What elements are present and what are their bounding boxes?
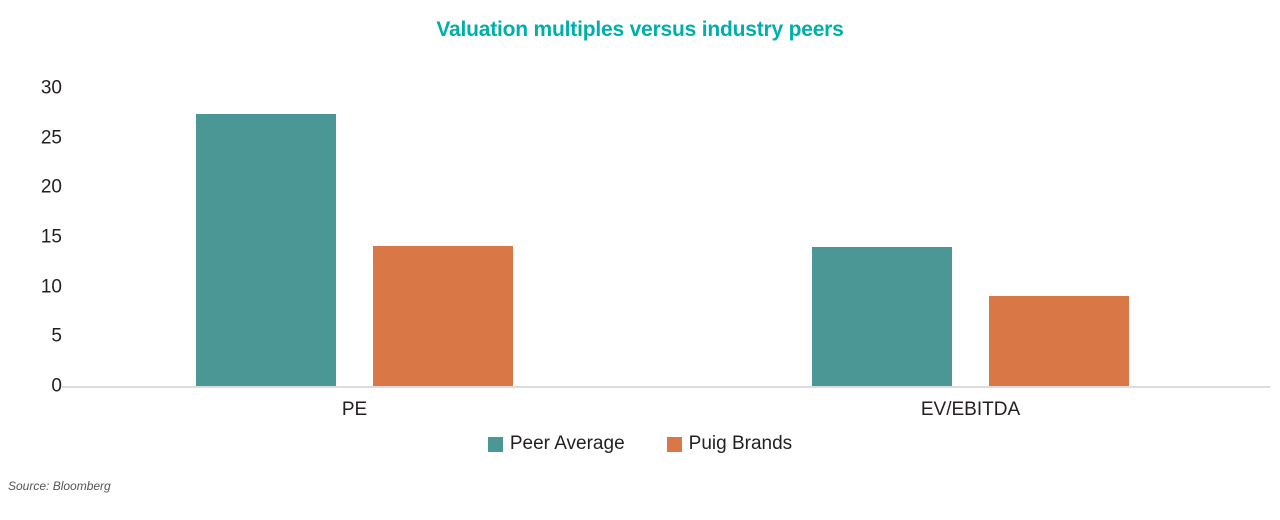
legend-swatch-icon [487,436,503,452]
y-axis-tick-label: 25 [40,127,62,149]
bar-peer-average-pe [196,113,336,386]
bars-layer [196,113,1129,386]
x-axis-tick-label: EV/EBITDA [920,399,1021,420]
legend-item-label: Peer Average [509,433,625,454]
y-axis-tick-label: 30 [40,77,62,99]
legend-swatch-icon [666,436,682,452]
legend-item-peer-average[interactable]: Peer Average [487,433,625,455]
y-axis-tick-label: 20 [40,176,62,198]
chart-legend: Peer Average Puig Brands [0,433,1280,455]
bar-puig-brands-ev-ebitda [989,295,1129,386]
plot-area: 0 5 10 15 20 25 30 PE EV/EBITDA [40,77,1270,420]
x-axis-line [62,386,1270,388]
source-note: Source: Bloomberg [8,479,111,493]
bar-puig-brands-pe [373,245,513,386]
page-title: Valuation multiples versus industry peer… [436,18,844,41]
y-axis-tick-label: 5 [51,325,62,347]
y-axis-tick-label: 0 [51,375,62,397]
bar-peer-average-ev-ebitda [812,246,952,386]
legend-item-puig-brands[interactable]: Puig Brands [666,433,793,455]
y-axis-tick-label: 10 [40,276,62,298]
legend-item-label: Puig Brands [688,433,793,454]
x-axis-tick-label: PE [341,399,368,420]
y-axis-tick-label: 15 [40,226,62,248]
